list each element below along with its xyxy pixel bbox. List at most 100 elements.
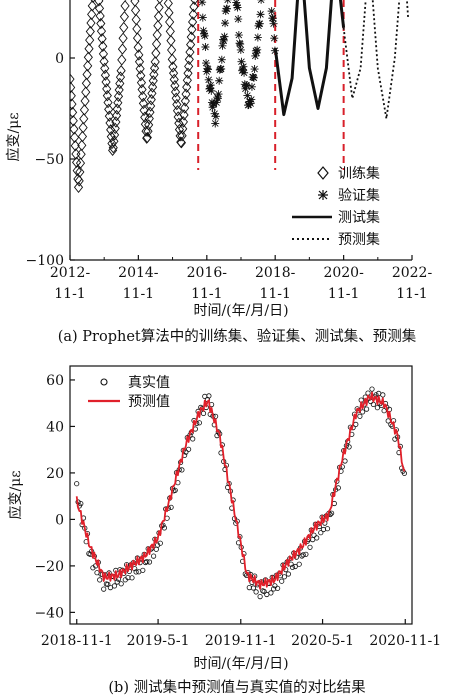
validation-marker xyxy=(236,40,245,49)
train-marker xyxy=(138,97,148,110)
train-marker xyxy=(70,123,79,135)
validation-marker xyxy=(255,19,264,28)
train-marker xyxy=(156,0,163,4)
plot-area-a xyxy=(70,0,409,194)
x-tick-label-day-a: 11-1 xyxy=(259,286,290,302)
train-marker xyxy=(153,10,164,23)
train-marker xyxy=(117,54,127,66)
train-marker xyxy=(151,47,161,59)
validation-marker xyxy=(209,99,218,108)
validation-marker xyxy=(253,33,262,42)
true-value-marker xyxy=(175,480,181,486)
train-marker xyxy=(81,77,91,90)
validation-marker xyxy=(211,112,220,121)
train-marker xyxy=(189,1,199,13)
train-marker xyxy=(70,131,80,144)
x-tick-label-year-a: 2018- xyxy=(255,265,296,281)
train-marker xyxy=(146,100,156,112)
true-value-marker xyxy=(303,551,309,557)
x-tick-label-day-a: 11-1 xyxy=(54,286,85,302)
validation-marker xyxy=(247,82,256,91)
true-value-marker xyxy=(346,444,352,450)
train-marker xyxy=(144,112,154,125)
validation-marker xyxy=(236,45,245,54)
train-marker xyxy=(163,0,173,10)
validation-marker xyxy=(201,43,210,52)
train-marker xyxy=(70,90,76,102)
true-value-marker xyxy=(101,586,107,592)
train-marker xyxy=(180,95,190,107)
train-marker xyxy=(70,139,80,152)
true-value-marker xyxy=(318,530,324,536)
validation-marker xyxy=(237,57,246,66)
train-marker xyxy=(170,86,181,98)
validation-marker xyxy=(270,34,279,43)
train-marker xyxy=(131,13,141,26)
validation-marker xyxy=(243,91,252,100)
true-value-marker xyxy=(153,546,159,552)
x-tick-label-day-a: 11-1 xyxy=(123,286,154,302)
train-marker xyxy=(144,119,154,131)
x-tick-label-year-a: 2020- xyxy=(323,265,364,281)
train-marker xyxy=(70,73,75,85)
y-tick-label-b: −40 xyxy=(34,605,64,621)
validation-marker xyxy=(247,95,256,104)
true-value-marker xyxy=(133,569,139,575)
true-value-marker xyxy=(314,535,320,541)
validation-marker xyxy=(232,0,241,7)
train-marker xyxy=(187,23,197,36)
y-tick-label-a: −50 xyxy=(34,152,64,168)
train-marker xyxy=(130,4,141,17)
x-tick-label-year-a: 2012- xyxy=(50,265,91,281)
train-marker xyxy=(167,53,177,66)
train-marker xyxy=(113,97,123,109)
train-marker xyxy=(178,123,188,135)
test-series-line xyxy=(273,0,346,117)
train-marker xyxy=(114,84,124,96)
train-marker xyxy=(147,87,157,100)
predicted-value-line xyxy=(75,391,406,590)
validation-marker xyxy=(221,19,230,28)
train-marker xyxy=(170,79,180,92)
x-axis-label-a: 时间/(年/月/日) xyxy=(193,303,288,319)
train-marker xyxy=(185,46,195,58)
true-value-marker xyxy=(353,421,359,427)
true-value-marker xyxy=(281,574,287,580)
train-marker xyxy=(76,148,86,160)
x-tick-label-b: 2020-5-1 xyxy=(291,633,354,649)
y-tick-label-a: −100 xyxy=(26,253,64,269)
train-marker xyxy=(164,6,174,19)
validation-marker xyxy=(208,103,217,112)
validation-marker xyxy=(253,45,262,54)
train-marker xyxy=(83,51,93,64)
x-tick-label-b: 2019-5-1 xyxy=(127,633,190,649)
legend-label-a: 预测集 xyxy=(338,231,380,248)
validation-marker xyxy=(242,81,251,90)
train-marker xyxy=(142,131,152,144)
train-marker xyxy=(99,55,109,68)
validation-marker xyxy=(206,81,215,90)
legend-label-a: 训练集 xyxy=(338,165,380,182)
true-value-marker xyxy=(118,581,124,587)
true-value-marker xyxy=(292,563,298,570)
train-marker xyxy=(165,16,175,28)
x-ticks-b: 2018-11-1 2019-5-1 2019-11-1 2020-5-1 2020-1… xyxy=(41,619,441,649)
true-value-marker xyxy=(307,544,313,550)
train-marker xyxy=(73,181,84,194)
true-value-marker xyxy=(129,575,135,581)
train-marker xyxy=(75,166,85,178)
train-marker xyxy=(168,61,178,73)
true-value-marker xyxy=(268,590,274,596)
train-marker xyxy=(107,137,117,150)
validation-marker xyxy=(213,94,222,103)
true-value-marker xyxy=(342,458,348,464)
train-marker xyxy=(115,77,125,90)
train-marker xyxy=(150,56,160,68)
train-marker xyxy=(180,102,190,114)
train-marker xyxy=(70,98,77,110)
true-value-marker xyxy=(105,581,111,588)
train-marker xyxy=(149,62,160,74)
validation-marker xyxy=(198,13,207,22)
train-marker xyxy=(179,109,189,121)
